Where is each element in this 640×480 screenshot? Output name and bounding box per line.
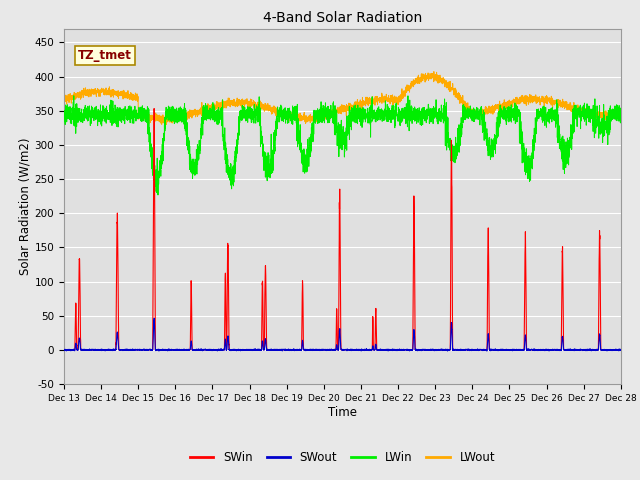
Text: TZ_tmet: TZ_tmet — [78, 49, 132, 62]
Y-axis label: Solar Radiation (W/m2): Solar Radiation (W/m2) — [19, 138, 32, 275]
Legend: SWin, SWout, LWin, LWout: SWin, SWout, LWin, LWout — [185, 447, 500, 469]
Title: 4-Band Solar Radiation: 4-Band Solar Radiation — [263, 11, 422, 25]
X-axis label: Time: Time — [328, 406, 357, 419]
